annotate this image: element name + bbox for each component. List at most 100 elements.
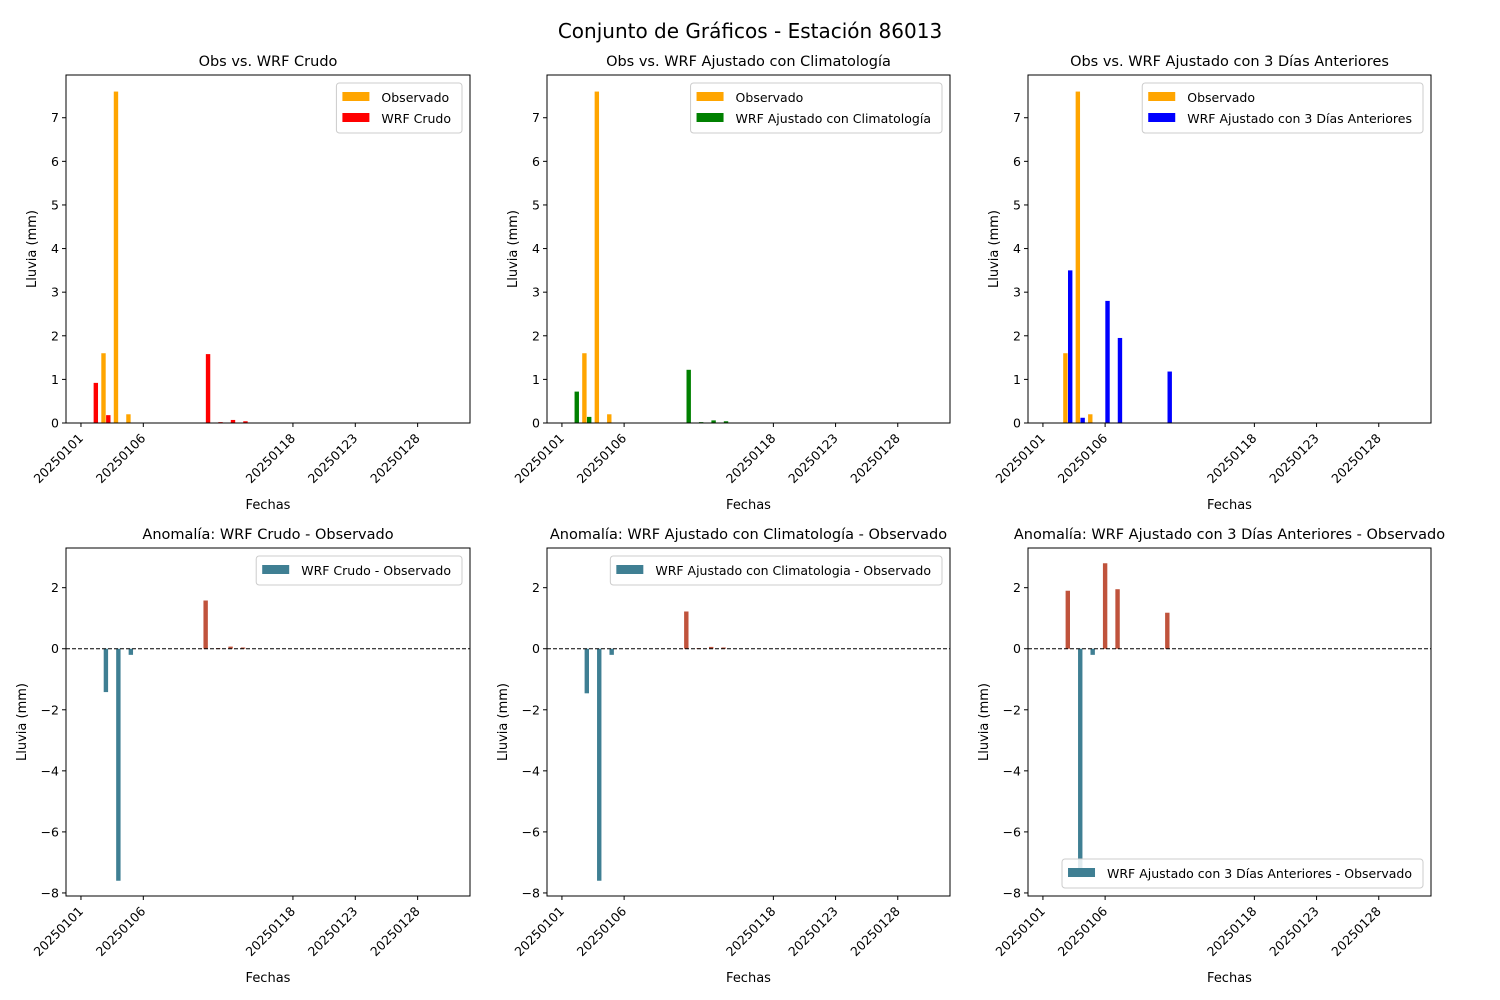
bar-anom_negative-20250113	[228, 646, 233, 649]
y-tick-label: −2	[522, 702, 540, 717]
y-axis: 0 1 2 3 4 5 6 7	[532, 110, 547, 431]
y-tick-label: 0	[1013, 416, 1021, 431]
bar-group	[1065, 563, 1170, 878]
y-tick-label: 2	[51, 580, 59, 595]
legend-label: WRF Ajustado con 3 Días Anteriores - Obs…	[1107, 866, 1412, 881]
y-tick-label: −4	[41, 763, 59, 778]
legend-label: WRF Ajustado con Climatologia - Observad…	[655, 563, 931, 578]
bar-anom_negative-20250114	[721, 647, 726, 649]
x-tick-label: 20250128	[1328, 430, 1384, 486]
legend-label: WRF Crudo	[381, 111, 451, 126]
x-tick-label: 20250118	[723, 430, 779, 486]
x-tick-label: 20250123	[305, 431, 361, 487]
x-axis-label: Fechas	[726, 971, 771, 986]
bar-wrf_3dias-20250103	[1068, 270, 1073, 423]
x-tick-label: 20250123	[785, 431, 841, 487]
subplot-title: Anomalía: WRF Ajustado con Climatología …	[550, 527, 947, 543]
bar-anom_negative-20250106	[1102, 563, 1108, 649]
x-tick-label: 20250128	[847, 430, 903, 486]
y-tick-label: 5	[51, 197, 59, 212]
bar-observado-20250104	[113, 91, 119, 423]
y-tick-label: −2	[1003, 702, 1021, 717]
x-axis: 20250101 20250106 20250118 20250123 20250128	[30, 423, 423, 487]
y-tick-label: −6	[1003, 824, 1021, 839]
y-tick-label: 6	[51, 154, 59, 169]
legend-swatch	[262, 565, 290, 574]
x-tick-label: 20250106	[93, 903, 149, 959]
bar-observado-20250104	[1075, 91, 1081, 423]
x-axis: 20250101 20250106 20250118 20250123 20250128	[992, 423, 1384, 487]
bar-wrf_3dias-20250104	[1080, 417, 1085, 423]
x-axis-label: Fechas	[1207, 971, 1252, 986]
y-tick-label: −6	[522, 824, 540, 839]
subplot-3: Obs vs. WRF Ajustado con 3 Días Anterior…	[987, 54, 1432, 513]
axes-frame	[546, 547, 951, 897]
y-tick-label: −2	[41, 702, 59, 717]
legend-label: WRF Ajustado con Climatología	[736, 111, 931, 126]
y-tick-label: 2	[51, 328, 59, 343]
legend-swatch	[1148, 92, 1176, 101]
legend-box	[1061, 858, 1424, 889]
y-tick-label: −4	[522, 763, 540, 778]
y-tick-label: 2	[1013, 328, 1021, 343]
subplot-1: Obs vs. WRF Crudo 0 1 2 3 4 5 6 7 20250101 2025010…	[25, 54, 471, 513]
x-tick-label: 20250101	[30, 904, 86, 960]
x-tick-label: 20250123	[305, 904, 361, 960]
legend-label: WRF Crudo - Observado	[301, 563, 451, 578]
bar-observado-20250105	[1088, 414, 1093, 423]
y-tick-label: 1	[51, 372, 59, 387]
bar-wrf_crudo-20250111	[205, 354, 211, 423]
legend: Observado WRF Ajustado con 3 Días Anterio…	[1141, 82, 1424, 134]
bar-wrf_crudo-20250114	[243, 421, 248, 423]
axes-frame	[1027, 547, 1432, 897]
legend-swatch	[342, 92, 370, 101]
legend: WRF Ajustado con Climatologia - Observad…	[609, 555, 943, 586]
bar-group	[1063, 91, 1172, 423]
x-tick-label: 20250118	[242, 430, 298, 486]
bar-anom_negative-20250111	[1165, 612, 1170, 649]
x-tick-label: 20250106	[1055, 430, 1111, 486]
legend-swatch	[342, 113, 370, 122]
y-axis-label: Lluvia (mm)	[977, 683, 992, 761]
x-tick-label: 20250101	[992, 904, 1048, 960]
subplot-title: Obs vs. WRF Ajustado con 3 Días Anterior…	[1070, 54, 1389, 70]
bar-anom_negative-20250104	[1078, 648, 1083, 878]
y-tick-label: 0	[1013, 641, 1021, 656]
x-axis: 20250101 20250106 20250118 20250123 20250128	[511, 423, 903, 487]
subplot-title: Anomalía: WRF Ajustado con 3 Días Anteri…	[1014, 527, 1445, 543]
bar-wrf_clim-20250113	[711, 420, 716, 423]
bar-anom_negative-20250114	[240, 647, 246, 649]
legend-label: Observado	[1187, 90, 1255, 105]
subplot-title: Obs vs. WRF Crudo	[199, 54, 338, 70]
y-tick-label: 3	[1013, 285, 1021, 300]
legend-label: Observado	[736, 90, 804, 105]
legend-swatch	[1068, 868, 1096, 877]
x-axis-label: Fechas	[246, 498, 291, 513]
bar-wrf_3dias-20250106	[1105, 300, 1110, 423]
y-axis-label: Lluvia (mm)	[25, 210, 40, 288]
x-tick-label: 20250106	[574, 903, 630, 959]
x-tick-label: 20250128	[367, 430, 423, 486]
x-tick-label: 20250123	[1266, 431, 1322, 487]
bar-wrf_clim-20250102	[574, 391, 579, 423]
axes-frame	[65, 547, 471, 897]
subplot-5: Anomalía: WRF Ajustado con Climatología …	[496, 527, 951, 986]
subplot-2: Obs vs. WRF Ajustado con Climatología 0 1 2…	[506, 54, 951, 513]
bar-wrf_crudo-20250113	[230, 419, 236, 423]
bar-observado-20250105	[126, 414, 131, 423]
bar-anom_negative-20250103	[584, 648, 589, 694]
x-tick-label: 20250118	[242, 903, 298, 959]
y-tick-label: 2	[532, 328, 540, 343]
y-axis-label: Lluvia (mm)	[496, 683, 511, 761]
y-tick-label: 4	[51, 241, 59, 256]
legend-swatch	[1148, 113, 1176, 122]
subplot-6: Anomalía: WRF Ajustado con 3 Días Anteri…	[977, 527, 1445, 986]
bar-group	[93, 91, 248, 423]
y-tick-label: −8	[41, 885, 59, 900]
x-tick-label: 20250128	[367, 903, 423, 959]
figure-title: Conjunto de Gráficos - Estación 86013	[558, 19, 942, 43]
x-tick-label: 20250106	[574, 430, 630, 486]
y-tick-label: 7	[51, 110, 59, 125]
y-tick-label: 2	[1013, 580, 1021, 595]
subplot-4: Anomalía: WRF Crudo - Observado −8 −6 −4 −2 0…	[15, 527, 471, 986]
